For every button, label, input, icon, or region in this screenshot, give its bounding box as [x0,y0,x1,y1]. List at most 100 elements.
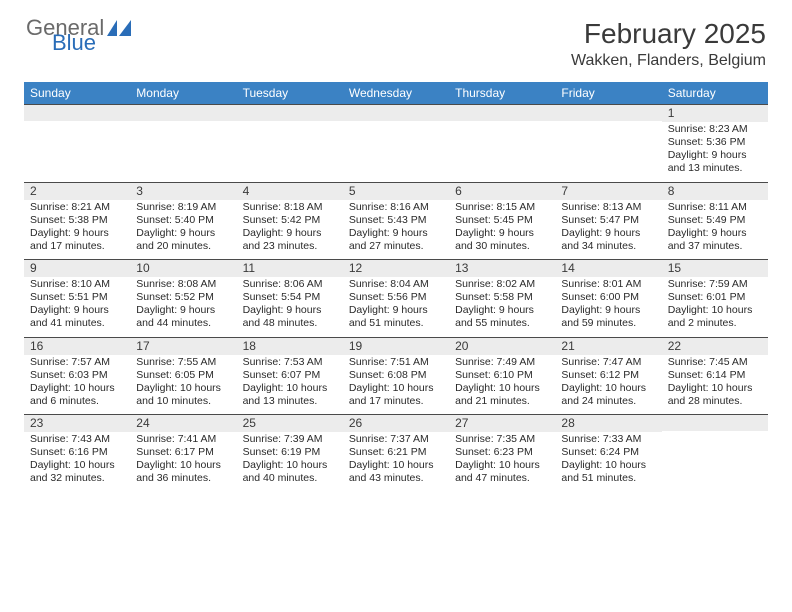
day-cell [343,105,449,182]
sunrise-text: Sunrise: 7:43 AM [30,433,124,446]
day-number: 4 [237,183,343,200]
day-cell: 8Sunrise: 8:11 AMSunset: 5:49 PMDaylight… [662,183,768,260]
day-cell: 15Sunrise: 7:59 AMSunset: 6:01 PMDayligh… [662,260,768,337]
day-body: Sunrise: 7:41 AMSunset: 6:17 PMDaylight:… [130,432,236,492]
sunrise-text: Sunrise: 8:19 AM [136,201,230,214]
sunset-text: Sunset: 6:01 PM [668,291,762,304]
sunset-text: Sunset: 5:58 PM [455,291,549,304]
weekday-monday: Monday [130,82,236,104]
day-body: Sunrise: 8:10 AMSunset: 5:51 PMDaylight:… [24,277,130,337]
logo: General Blue [26,18,133,54]
daylight-text: Daylight: 10 hours and 36 minutes. [136,459,230,485]
day-number [343,105,449,121]
day-body: Sunrise: 8:19 AMSunset: 5:40 PMDaylight:… [130,200,236,260]
day-cell: 14Sunrise: 8:01 AMSunset: 6:00 PMDayligh… [555,260,661,337]
day-cell [555,105,661,182]
day-number: 2 [24,183,130,200]
day-number: 26 [343,415,449,432]
day-number: 6 [449,183,555,200]
day-number: 9 [24,260,130,277]
day-number: 23 [24,415,130,432]
day-cell: 2Sunrise: 8:21 AMSunset: 5:38 PMDaylight… [24,183,130,260]
sunrise-text: Sunrise: 8:11 AM [668,201,762,214]
sunrise-text: Sunrise: 7:57 AM [30,356,124,369]
location: Wakken, Flanders, Belgium [571,52,766,70]
day-body: Sunrise: 7:33 AMSunset: 6:24 PMDaylight:… [555,432,661,492]
daylight-text: Daylight: 10 hours and 6 minutes. [30,382,124,408]
sunset-text: Sunset: 5:45 PM [455,214,549,227]
day-number: 18 [237,338,343,355]
day-body: Sunrise: 7:39 AMSunset: 6:19 PMDaylight:… [237,432,343,492]
day-body: Sunrise: 7:37 AMSunset: 6:21 PMDaylight:… [343,432,449,492]
sunrise-text: Sunrise: 8:06 AM [243,278,337,291]
day-number [662,415,768,431]
day-cell: 18Sunrise: 7:53 AMSunset: 6:07 PMDayligh… [237,338,343,415]
day-body: Sunrise: 8:02 AMSunset: 5:58 PMDaylight:… [449,277,555,337]
sunrise-text: Sunrise: 7:49 AM [455,356,549,369]
daylight-text: Daylight: 9 hours and 30 minutes. [455,227,549,253]
day-body: Sunrise: 7:57 AMSunset: 6:03 PMDaylight:… [24,355,130,415]
sunrise-text: Sunrise: 8:10 AM [30,278,124,291]
day-number: 8 [662,183,768,200]
day-number: 15 [662,260,768,277]
sunset-text: Sunset: 5:36 PM [668,136,762,149]
day-cell: 13Sunrise: 8:02 AMSunset: 5:58 PMDayligh… [449,260,555,337]
calendar: SundayMondayTuesdayWednesdayThursdayFrid… [24,82,768,492]
day-body [662,431,768,489]
sunset-text: Sunset: 6:05 PM [136,369,230,382]
day-body: Sunrise: 8:15 AMSunset: 5:45 PMDaylight:… [449,200,555,260]
sunset-text: Sunset: 5:54 PM [243,291,337,304]
sunrise-text: Sunrise: 8:16 AM [349,201,443,214]
day-body: Sunrise: 7:59 AMSunset: 6:01 PMDaylight:… [662,277,768,337]
sunrise-text: Sunrise: 7:53 AM [243,356,337,369]
day-body [237,121,343,179]
daylight-text: Daylight: 9 hours and 51 minutes. [349,304,443,330]
weekday-sunday: Sunday [24,82,130,104]
sunset-text: Sunset: 6:08 PM [349,369,443,382]
sunset-text: Sunset: 5:51 PM [30,291,124,304]
day-number [555,105,661,121]
weekday-wednesday: Wednesday [343,82,449,104]
sunset-text: Sunset: 5:47 PM [561,214,655,227]
sunset-text: Sunset: 6:19 PM [243,446,337,459]
title-block: February 2025 Wakken, Flanders, Belgium [571,18,766,70]
day-number: 3 [130,183,236,200]
day-body: Sunrise: 8:21 AMSunset: 5:38 PMDaylight:… [24,200,130,260]
day-number: 5 [343,183,449,200]
sunset-text: Sunset: 6:17 PM [136,446,230,459]
day-number: 28 [555,415,661,432]
sunset-text: Sunset: 6:14 PM [668,369,762,382]
daylight-text: Daylight: 9 hours and 23 minutes. [243,227,337,253]
day-body: Sunrise: 7:53 AMSunset: 6:07 PMDaylight:… [237,355,343,415]
day-number: 1 [662,105,768,122]
sunset-text: Sunset: 6:12 PM [561,369,655,382]
day-number: 22 [662,338,768,355]
day-cell: 10Sunrise: 8:08 AMSunset: 5:52 PMDayligh… [130,260,236,337]
day-number: 16 [24,338,130,355]
sunset-text: Sunset: 5:42 PM [243,214,337,227]
weekday-thursday: Thursday [449,82,555,104]
sunrise-text: Sunrise: 8:21 AM [30,201,124,214]
sunset-text: Sunset: 6:03 PM [30,369,124,382]
sunrise-text: Sunrise: 8:02 AM [455,278,549,291]
day-cell: 6Sunrise: 8:15 AMSunset: 5:45 PMDaylight… [449,183,555,260]
sunset-text: Sunset: 5:56 PM [349,291,443,304]
day-cell: 1Sunrise: 8:23 AMSunset: 5:36 PMDaylight… [662,105,768,182]
day-cell: 24Sunrise: 7:41 AMSunset: 6:17 PMDayligh… [130,415,236,492]
daylight-text: Daylight: 10 hours and 47 minutes. [455,459,549,485]
day-number [130,105,236,121]
day-number: 13 [449,260,555,277]
daylight-text: Daylight: 9 hours and 59 minutes. [561,304,655,330]
day-body: Sunrise: 8:01 AMSunset: 6:00 PMDaylight:… [555,277,661,337]
day-cell: 27Sunrise: 7:35 AMSunset: 6:23 PMDayligh… [449,415,555,492]
day-body [343,121,449,179]
day-number: 21 [555,338,661,355]
day-body: Sunrise: 8:23 AMSunset: 5:36 PMDaylight:… [662,122,768,182]
day-body: Sunrise: 8:18 AMSunset: 5:42 PMDaylight:… [237,200,343,260]
day-body: Sunrise: 8:13 AMSunset: 5:47 PMDaylight:… [555,200,661,260]
sunrise-text: Sunrise: 8:04 AM [349,278,443,291]
sunset-text: Sunset: 6:16 PM [30,446,124,459]
day-cell: 16Sunrise: 7:57 AMSunset: 6:03 PMDayligh… [24,338,130,415]
day-body: Sunrise: 8:08 AMSunset: 5:52 PMDaylight:… [130,277,236,337]
day-number [24,105,130,121]
